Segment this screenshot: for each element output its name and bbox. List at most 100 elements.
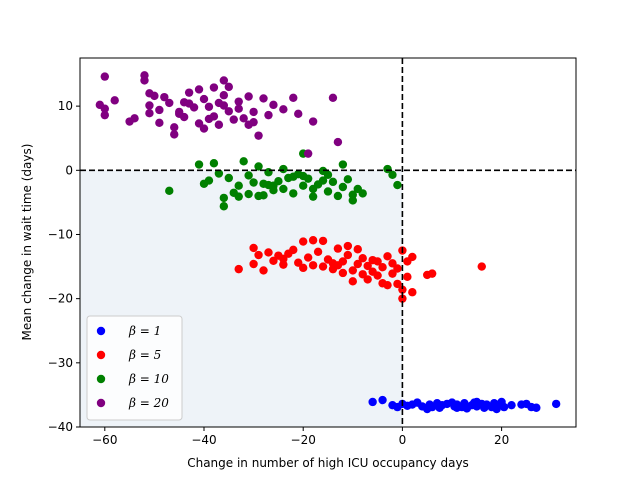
- data-point: [507, 400, 516, 410]
- legend-label: β = 1: [128, 324, 161, 338]
- y-tick-label: −10: [48, 227, 73, 241]
- data-point: [358, 254, 367, 263]
- data-point: [224, 173, 233, 183]
- data-point: [234, 192, 243, 201]
- data-point: [219, 76, 229, 85]
- data-point: [532, 403, 541, 412]
- data-point: [408, 252, 417, 262]
- data-point: [294, 109, 303, 119]
- data-point: [393, 180, 402, 190]
- data-point: [499, 402, 509, 412]
- y-tick-label: −20: [48, 292, 73, 306]
- data-point: [363, 261, 372, 271]
- data-point: [145, 101, 154, 110]
- data-point: [299, 171, 308, 181]
- data-point: [234, 264, 243, 274]
- data-point: [150, 91, 159, 101]
- data-point: [299, 181, 308, 190]
- legend-marker: [96, 374, 106, 384]
- data-point: [219, 91, 229, 100]
- data-point: [289, 93, 298, 102]
- data-point: [383, 252, 392, 261]
- y-tick-label: −30: [48, 356, 73, 370]
- legend-label: β = 20: [128, 396, 169, 410]
- y-tick-label: −40: [48, 420, 73, 434]
- data-point: [323, 170, 333, 179]
- data-point: [194, 85, 204, 94]
- x-tick-label: 20: [494, 433, 509, 447]
- data-point: [348, 196, 357, 205]
- data-point: [229, 115, 238, 124]
- data-point: [264, 168, 273, 177]
- data-point: [303, 253, 313, 262]
- data-point: [308, 184, 318, 194]
- series-2: [234, 236, 486, 303]
- data-point: [308, 192, 318, 201]
- data-point: [279, 164, 288, 174]
- data-point: [348, 266, 357, 275]
- legend-label: β = 5: [128, 348, 161, 362]
- data-point: [348, 277, 357, 286]
- data-point: [204, 102, 214, 111]
- data-point: [318, 176, 328, 185]
- data-point: [477, 262, 486, 271]
- data-point: [100, 72, 110, 81]
- data-point: [383, 164, 392, 174]
- data-point: [358, 189, 367, 198]
- data-point: [254, 131, 263, 140]
- data-point: [313, 247, 323, 257]
- data-point: [308, 117, 318, 126]
- legend: β = 1 β = 5 β = 10 β = 20: [86, 315, 183, 421]
- data-point: [328, 93, 338, 102]
- data-point: [170, 123, 179, 132]
- data-point: [165, 186, 174, 196]
- data-point: [343, 175, 353, 184]
- data-point: [299, 263, 308, 273]
- data-point: [269, 100, 278, 110]
- series-4: [95, 71, 343, 158]
- data-point: [259, 94, 268, 103]
- data-point: [160, 92, 169, 102]
- data-point: [249, 107, 258, 117]
- data-point: [249, 243, 258, 253]
- data-point: [393, 279, 402, 289]
- data-point: [204, 176, 214, 185]
- data-point: [194, 160, 204, 169]
- data-point: [318, 236, 328, 246]
- data-point: [373, 271, 382, 280]
- data-point: [234, 97, 243, 106]
- data-point: [551, 399, 561, 409]
- data-point: [145, 108, 154, 118]
- legend-marker: [96, 398, 106, 408]
- data-point: [338, 182, 348, 192]
- data-point: [140, 76, 149, 85]
- data-point: [100, 104, 110, 113]
- data-point: [239, 114, 248, 123]
- x-axis-label: Change in number of high ICU occupancy d…: [187, 456, 469, 470]
- data-point: [427, 269, 437, 278]
- data-point: [110, 96, 119, 105]
- data-point: [209, 83, 219, 92]
- data-point: [353, 259, 362, 269]
- data-point: [398, 285, 407, 294]
- data-point: [492, 404, 501, 414]
- series-1: [368, 395, 561, 414]
- data-point: [234, 104, 243, 113]
- data-point: [249, 259, 258, 269]
- data-point: [249, 178, 258, 187]
- data-point: [209, 159, 219, 168]
- x-tick-label: −20: [291, 433, 316, 447]
- data-point: [259, 191, 268, 200]
- data-point: [254, 250, 263, 260]
- series-3: [165, 149, 402, 211]
- legend-marker: [96, 350, 106, 360]
- data-point: [348, 190, 357, 199]
- y-tick-label: 10: [58, 99, 73, 113]
- data-point: [175, 109, 184, 119]
- data-point: [264, 110, 273, 120]
- data-point: [289, 245, 298, 255]
- x-tick-label: −60: [92, 433, 117, 447]
- data-point: [388, 170, 397, 179]
- x-tick-label: 0: [399, 433, 407, 447]
